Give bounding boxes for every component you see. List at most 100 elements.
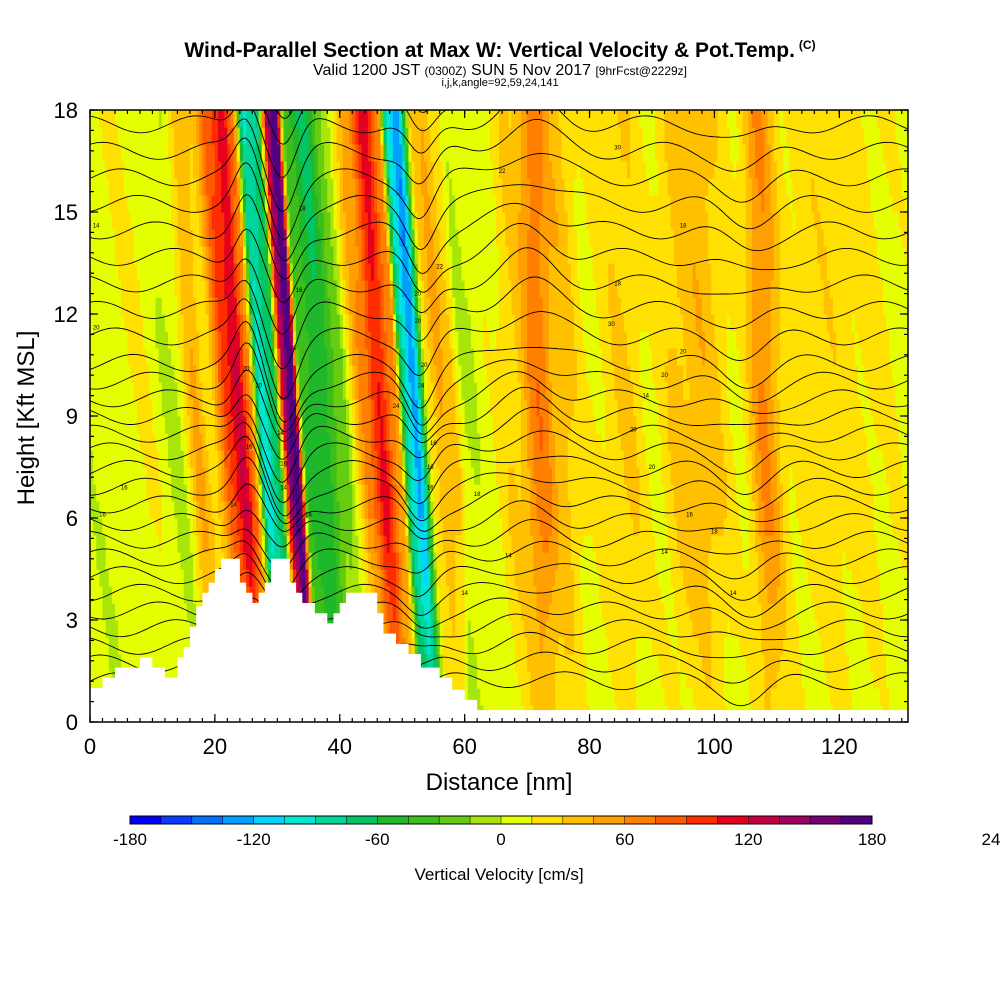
w-cell <box>411 467 416 485</box>
w-cell <box>611 688 616 706</box>
w-cell <box>492 637 497 655</box>
w-cell <box>661 552 666 570</box>
w-cell <box>420 620 425 638</box>
w-cell <box>817 552 822 570</box>
w-cell <box>658 654 662 672</box>
w-cell <box>395 450 400 468</box>
w-cell <box>839 450 844 468</box>
w-cell <box>486 671 491 689</box>
w-cell <box>386 552 391 570</box>
w-cell <box>533 569 538 587</box>
w-cell <box>405 484 410 502</box>
w-cell <box>842 688 847 706</box>
w-cell <box>595 586 600 604</box>
w-cell <box>820 552 825 570</box>
w-cell <box>121 586 125 604</box>
w-cell <box>399 586 403 604</box>
w-cell <box>655 399 659 417</box>
w-cell <box>648 433 653 451</box>
w-cell <box>864 484 869 502</box>
w-cell <box>889 433 893 451</box>
w-cell <box>598 467 603 485</box>
w-cell <box>589 688 594 706</box>
w-cell <box>889 603 893 621</box>
w-cell <box>305 450 310 468</box>
w-cell <box>680 654 684 672</box>
w-cell <box>495 552 500 570</box>
w-cell <box>773 586 778 604</box>
w-cell <box>889 654 893 672</box>
w-cell <box>292 552 297 570</box>
w-cell <box>321 569 325 587</box>
w-cell <box>620 688 625 706</box>
w-cell <box>430 535 435 553</box>
w-cell <box>642 450 647 468</box>
w-cell <box>470 586 475 604</box>
w-cell <box>586 620 591 638</box>
w-cell <box>848 399 853 417</box>
w-cell <box>898 671 903 689</box>
w-cell <box>424 518 428 536</box>
w-cell <box>255 535 260 553</box>
w-cell <box>483 518 488 536</box>
w-cell <box>829 603 834 621</box>
w-cell <box>783 688 787 706</box>
w-cell <box>377 501 381 519</box>
w-cell <box>264 433 269 451</box>
w-cell <box>177 518 182 536</box>
w-cell <box>708 467 712 485</box>
w-cell <box>617 688 622 706</box>
w-cell <box>467 637 472 655</box>
w-cell <box>367 450 372 468</box>
w-cell <box>854 586 859 604</box>
w-cell <box>452 467 456 485</box>
w-cell <box>349 416 353 434</box>
w-cell <box>327 416 331 434</box>
w-cell <box>161 484 166 502</box>
w-cell <box>730 552 734 570</box>
w-cell <box>221 518 225 536</box>
w-cell <box>639 484 644 502</box>
w-cell <box>804 518 809 536</box>
w-cell <box>455 671 460 689</box>
w-cell <box>695 569 700 587</box>
w-cell <box>127 603 132 621</box>
w-cell <box>121 552 125 570</box>
w-cell <box>658 484 662 502</box>
w-cell <box>664 654 669 672</box>
w-cell <box>701 450 706 468</box>
w-cell <box>836 416 840 434</box>
w-cell <box>455 501 460 519</box>
w-cell <box>717 688 722 706</box>
w-cell <box>402 586 406 604</box>
w-cell <box>692 671 697 689</box>
w-cell <box>339 416 344 434</box>
w-cell <box>392 569 397 587</box>
w-cell <box>639 586 644 604</box>
w-cell <box>492 518 497 536</box>
w-cell <box>770 433 775 451</box>
w-cell <box>118 450 122 468</box>
w-cell <box>602 569 606 587</box>
w-cell <box>327 467 331 485</box>
w-cell <box>233 518 238 536</box>
w-cell <box>630 637 634 655</box>
w-cell <box>90 671 94 689</box>
w-cell <box>536 416 541 434</box>
w-cell <box>811 637 815 655</box>
w-cell <box>102 399 107 417</box>
w-cell <box>845 416 850 434</box>
w-cell <box>111 399 116 417</box>
w-cell <box>764 399 769 417</box>
w-cell <box>523 586 528 604</box>
w-cell <box>168 603 172 621</box>
w-cell <box>199 467 203 485</box>
w-cell <box>127 654 132 672</box>
w-cell <box>633 416 637 434</box>
w-cell <box>439 569 444 587</box>
w-cell <box>645 688 650 706</box>
w-cell <box>761 688 765 706</box>
w-cell <box>614 620 619 638</box>
w-cell <box>539 552 544 570</box>
w-cell <box>711 620 716 638</box>
